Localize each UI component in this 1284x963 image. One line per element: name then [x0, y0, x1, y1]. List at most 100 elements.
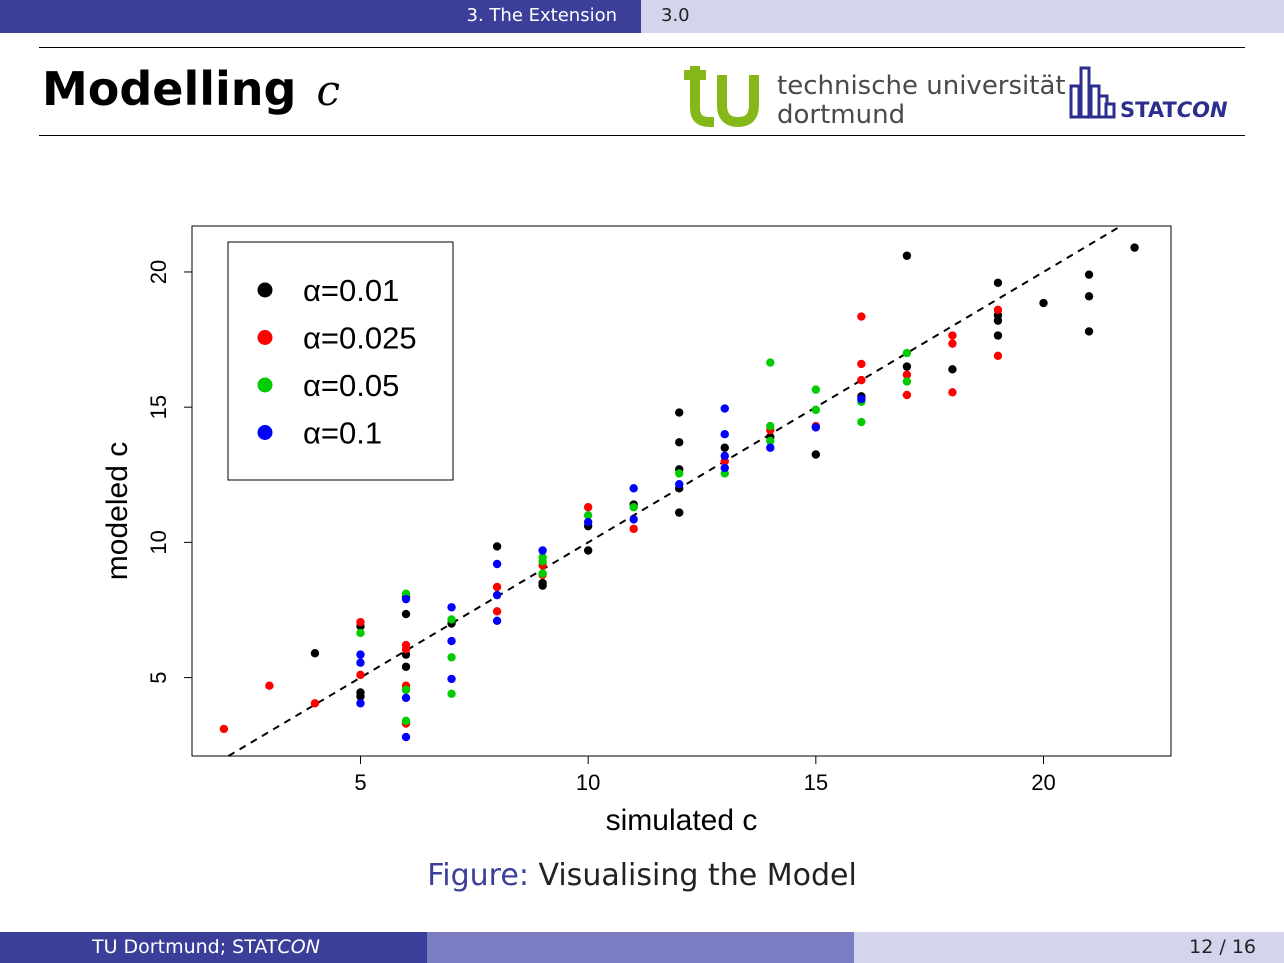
tu-logo-text: technische universität dortmund	[777, 72, 1066, 130]
scatter-chart: 5 10 15 20 5 10 15 20 simulated c modeled c α=0…	[101, 225, 1172, 837]
data-point	[766, 421, 775, 431]
data-point	[766, 358, 775, 367]
data-point	[629, 503, 638, 512]
data-point	[720, 463, 729, 473]
data-point	[902, 251, 912, 260]
reference-line	[227, 225, 1122, 757]
data-point	[857, 312, 866, 321]
page-number: 12 / 16	[1189, 936, 1256, 958]
data-point	[857, 375, 866, 385]
y-tick-label: 15	[146, 395, 171, 419]
data-point	[447, 615, 456, 624]
page-title: Modelling c	[42, 62, 340, 116]
data-point	[356, 617, 365, 627]
chart-legend: α=0.01 α=0.025 α=0.05 α=0.1	[227, 241, 454, 481]
data-point	[766, 436, 775, 446]
data-point	[583, 546, 593, 555]
data-point	[538, 569, 547, 578]
data-point	[993, 278, 1003, 287]
figure-caption-label: Figure:	[427, 858, 529, 893]
data-point	[629, 524, 638, 534]
header-bar: 3. The Extension 3.0	[0, 0, 1284, 33]
title-bottom-rule	[39, 135, 1245, 136]
data-point	[356, 628, 365, 638]
x-tick-label: 10	[576, 770, 600, 795]
data-point	[538, 546, 547, 555]
data-point	[811, 385, 821, 394]
data-point	[720, 404, 729, 413]
data-point	[356, 688, 365, 697]
legend-label: α=0.025	[303, 321, 417, 356]
legend-marker	[257, 425, 273, 440]
y-axis-label: modeled c	[101, 442, 134, 580]
subsection-title[interactable]: 3.0	[661, 5, 690, 26]
data-point	[857, 359, 866, 369]
y-tick-label: 5	[146, 671, 171, 683]
header-subsection-area: 3.0	[641, 0, 1284, 33]
data-point	[1130, 243, 1139, 252]
data-point	[902, 390, 912, 400]
data-point	[219, 724, 229, 734]
data-point	[1039, 298, 1048, 308]
figure-caption-text: Visualising the Model	[538, 858, 857, 893]
x-tick-label: 15	[804, 770, 828, 795]
data-point	[492, 607, 502, 616]
data-point	[583, 517, 593, 527]
legend-label: α=0.05	[303, 368, 399, 403]
data-point	[401, 609, 411, 619]
data-point	[902, 377, 912, 386]
data-point	[675, 408, 684, 417]
x-axis-label: simulated c	[606, 804, 758, 837]
footer-middle-area	[427, 932, 854, 963]
data-point	[401, 685, 411, 694]
legend-marker	[257, 282, 273, 298]
data-point	[948, 388, 957, 397]
footer-page-area: 12 / 16	[854, 932, 1284, 963]
data-point	[902, 370, 912, 379]
data-point	[948, 365, 957, 374]
data-point	[993, 351, 1003, 360]
statcon-logo-stat: STAT	[1120, 98, 1177, 122]
tu-logo-icon	[684, 66, 759, 128]
legend-marker	[257, 377, 273, 393]
data-point	[902, 348, 912, 358]
data-point	[993, 316, 1003, 325]
section-title[interactable]: 3. The Extension	[466, 5, 617, 26]
data-point	[538, 557, 547, 566]
chart-axes: 5 10 15 20 5 10 15 20	[146, 260, 1056, 795]
data-point	[447, 636, 456, 646]
data-point	[447, 674, 456, 684]
data-point	[1084, 327, 1094, 336]
figure-caption: Figure: Visualising the Model	[0, 858, 1284, 893]
title-top-rule	[39, 47, 1245, 48]
data-point	[1084, 270, 1094, 279]
footer-bar: TU Dortmund; STATCON 12 / 16	[0, 932, 1284, 963]
data-point	[675, 469, 684, 478]
data-point	[629, 515, 638, 524]
footer-institute-b: CON	[277, 936, 320, 958]
data-point	[675, 480, 684, 489]
data-point	[675, 508, 684, 517]
data-point	[401, 732, 411, 742]
data-point	[902, 362, 912, 371]
data-point	[583, 503, 593, 512]
data-point	[401, 716, 411, 726]
statcon-logo-con: CON	[1176, 98, 1228, 122]
data-point	[948, 331, 957, 340]
data-point	[401, 662, 411, 671]
page-title-text: Modelling	[42, 62, 297, 116]
data-point	[356, 699, 365, 708]
identity-line	[227, 225, 1122, 757]
data-point	[720, 443, 729, 452]
data-point	[310, 649, 320, 658]
data-point	[1084, 292, 1094, 301]
data-point	[811, 405, 821, 415]
data-point	[492, 542, 502, 551]
data-point	[811, 423, 821, 432]
data-point	[356, 658, 365, 667]
data-point	[811, 450, 821, 459]
legend-label: α=0.01	[303, 273, 399, 308]
x-tick-label: 20	[1031, 770, 1055, 795]
data-point	[310, 699, 320, 708]
data-point	[993, 331, 1003, 340]
